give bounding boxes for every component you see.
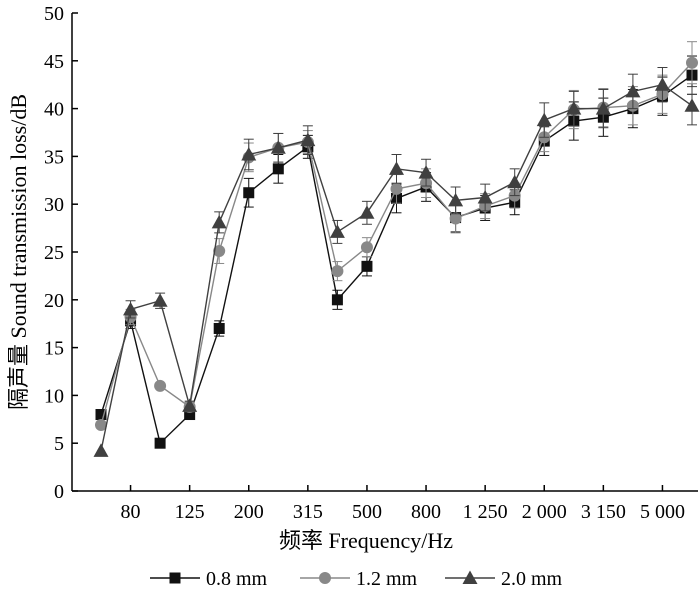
data-point (184, 409, 196, 421)
data-point (566, 101, 582, 115)
data-point (477, 190, 493, 204)
x-tick-label: 5 000 (640, 501, 685, 523)
data-point (654, 77, 670, 91)
data-point (684, 98, 700, 112)
data-point (243, 187, 255, 199)
y-tick-label: 45 (44, 51, 64, 73)
legend-label: 2.0 mm (501, 568, 563, 590)
y-tick-label: 5 (54, 433, 64, 455)
x-tick-label: 800 (411, 501, 441, 523)
legend-item: 2.0 mm (445, 568, 563, 590)
x-tick-label: 3 150 (581, 501, 626, 523)
x-tick-label: 125 (175, 501, 205, 523)
data-point (95, 409, 107, 421)
series-line (100, 83, 693, 451)
y-tick-label: 10 (44, 385, 64, 407)
legend-label: 1.2 mm (356, 568, 418, 590)
data-point (154, 379, 167, 392)
data-point (361, 260, 373, 272)
legend-marker (319, 572, 331, 584)
series-triangle (93, 66, 700, 457)
data-point (331, 294, 343, 306)
plot-area: 0 5 10 15 20 25 30 35 40 45 50 80 125 200 315 500 800 1 … (44, 3, 700, 523)
data-point (686, 56, 698, 69)
data-point (154, 437, 166, 449)
x-axis-ticks: 80 125 200 315 500 800 1 250 2 000 3 150 5 000 (121, 485, 685, 523)
data-point (389, 161, 404, 175)
legend-label: 0.8 mm (206, 568, 268, 590)
x-axis-title: 频率 Frequency/Hz (279, 528, 453, 553)
data-point (595, 101, 611, 115)
data-point (418, 165, 434, 179)
data-point (182, 398, 198, 412)
y-tick-label: 25 (44, 242, 64, 264)
y-tick-label: 50 (44, 3, 64, 25)
series-circle (95, 41, 698, 432)
data-point (331, 265, 344, 278)
legend-marker (169, 572, 181, 584)
x-tick-label: 500 (352, 501, 382, 523)
data-point (213, 322, 225, 334)
data-point (625, 83, 641, 98)
data-point (211, 214, 227, 229)
data-point (360, 241, 373, 254)
data-point (152, 293, 168, 307)
y-tick-label: 40 (44, 99, 64, 121)
legend-marker (462, 570, 478, 584)
data-point (507, 174, 523, 189)
legend: 0.8 mm 1.2 mm 2.0 mm (150, 568, 563, 590)
data-point (95, 419, 107, 432)
data-point (359, 205, 375, 219)
data-point (270, 140, 286, 154)
data-point (241, 146, 257, 161)
series-layer (93, 41, 700, 457)
x-tick-label: 315 (293, 501, 323, 523)
x-tick-label: 2 000 (522, 501, 567, 523)
y-tick-label: 15 (44, 338, 64, 360)
x-tick-label: 200 (234, 501, 264, 523)
y-axis-ticks: 0 5 10 15 20 25 30 35 40 45 50 (44, 3, 78, 503)
y-tick-label: 0 (54, 481, 64, 503)
y-tick-label: 35 (44, 146, 64, 168)
data-point (272, 163, 284, 175)
data-point (123, 301, 139, 316)
data-point (536, 112, 552, 127)
data-point (93, 443, 109, 457)
y-tick-label: 20 (44, 290, 64, 312)
data-point (329, 224, 345, 238)
legend-item: 1.2 mm (300, 568, 418, 590)
x-tick-label: 1 250 (463, 501, 508, 523)
y-tick-label: 30 (44, 194, 64, 216)
data-point (449, 212, 462, 225)
legend-item: 0.8 mm (150, 568, 268, 590)
data-point (390, 182, 403, 195)
y-axis-title: 隔声量 Sound transmission loss/dB (6, 94, 31, 410)
data-point (300, 132, 316, 147)
data-point (213, 245, 226, 258)
data-point (448, 192, 464, 207)
x-tick-label: 80 (121, 501, 141, 523)
